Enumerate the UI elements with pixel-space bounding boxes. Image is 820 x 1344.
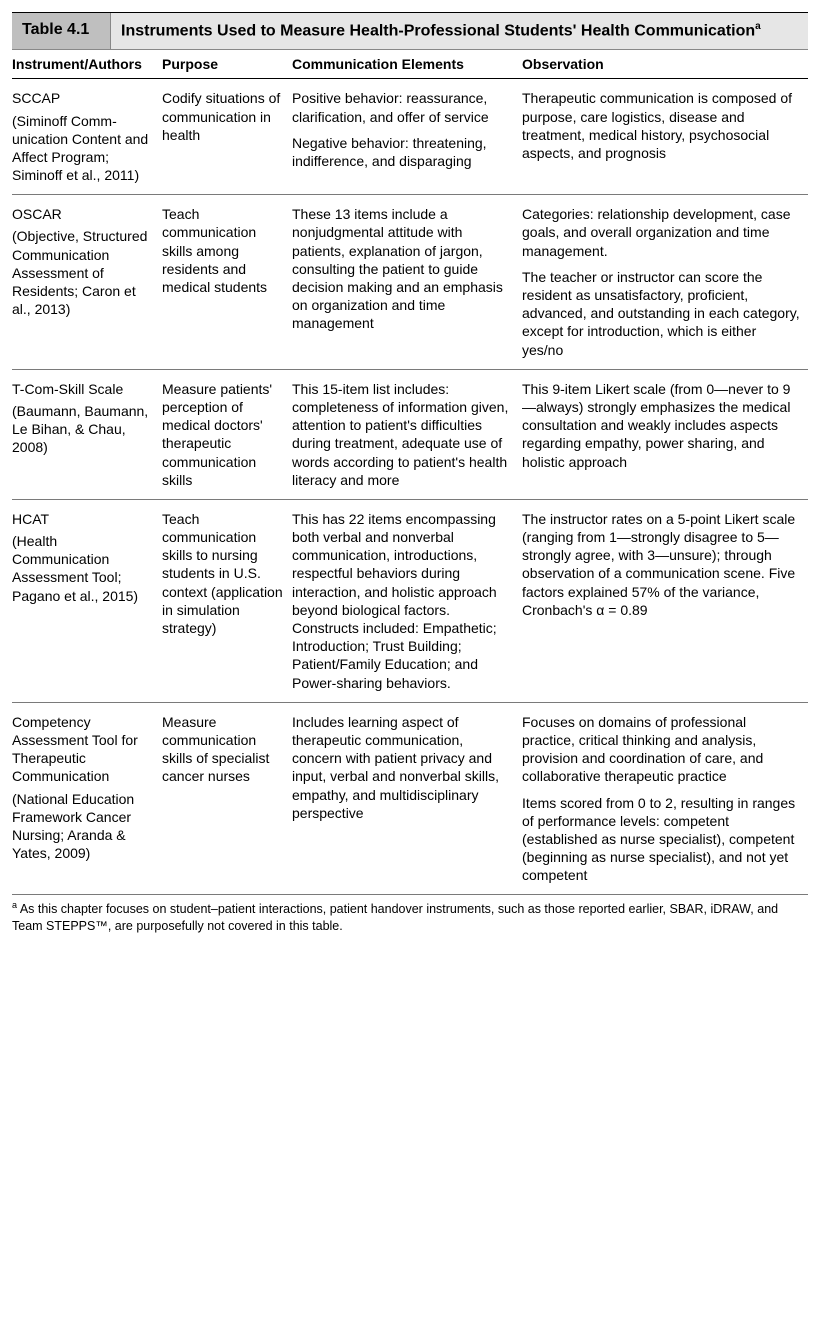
cell-observation: Categories: relationship development, ca…	[522, 195, 808, 370]
footnote-text: As this chapter focuses on student–patie…	[12, 903, 778, 934]
instruments-table: Instrument/Authors Purpose Communication…	[12, 50, 808, 895]
table-footnote: a As this chapter focuses on student–pat…	[12, 895, 808, 935]
instrument-citation: (Siminoff Comm­unication Content and Aff…	[12, 112, 154, 185]
instrument-citation: (Health Communication Assessment Tool; P…	[12, 532, 154, 605]
instrument-name: OSCAR	[12, 205, 154, 223]
cell-elements: Includes learning aspect of therapeutic …	[292, 702, 522, 895]
observation-paragraph: Focuses on domains of professional pract…	[522, 713, 800, 786]
instrument-citation: (National Education Framework Cancer Nur…	[12, 790, 154, 863]
instrument-name: HCAT	[12, 510, 154, 528]
cell-observation: Therapeutic communication is composed of…	[522, 79, 808, 195]
table-header-row: Instrument/Authors Purpose Communication…	[12, 50, 808, 79]
cell-purpose: Teach communication skills to nursing st…	[162, 499, 292, 702]
instrument-citation: (Baumann, Baumann, Le Bihan, & Chau, 200…	[12, 402, 154, 457]
footnote-marker: a	[12, 900, 17, 910]
cell-instrument: Competency Assessment Tool for Therapeut…	[12, 702, 162, 895]
elements-paragraph: These 13 items include a nonjudgmental a…	[292, 205, 514, 332]
cell-instrument: SCCAP (Siminoff Comm­unication Content an…	[12, 79, 162, 195]
table-4-1: Table 4.1 Instruments Used to Measure He…	[12, 12, 808, 935]
cell-elements: This 15-item list includes: completeness…	[292, 369, 522, 499]
table-row: OSCAR (Objective, Structured Communicatio…	[12, 195, 808, 370]
cell-instrument: T-Com-Skill Scale (Baumann, Baumann, Le B…	[12, 369, 162, 499]
table-body: SCCAP (Siminoff Comm­unication Content an…	[12, 79, 808, 895]
cell-observation: This 9-item Likert scale (from 0—never t…	[522, 369, 808, 499]
table-title-row: Table 4.1 Instruments Used to Measure He…	[12, 13, 808, 50]
cell-elements: Positive behavior: reassurance, clarific…	[292, 79, 522, 195]
cell-observation: Focuses on domains of professional pract…	[522, 702, 808, 895]
cell-elements: These 13 items include a nonjudgmental a…	[292, 195, 522, 370]
instrument-citation: (Objective, Structured Communication Ass…	[12, 227, 154, 318]
table-row: SCCAP (Siminoff Comm­unication Content an…	[12, 79, 808, 195]
observation-paragraph: The instructor rates on a 5-point Likert…	[522, 510, 800, 619]
cell-instrument: HCAT (Health Communication Assessment Too…	[12, 499, 162, 702]
elements-paragraph: Includes learning aspect of therapeutic …	[292, 713, 514, 822]
instrument-name: Competency Assessment Tool for Therapeut…	[12, 713, 154, 786]
observation-paragraph: Therapeutic communication is composed of…	[522, 89, 800, 162]
instrument-name: T-Com-Skill Scale	[12, 380, 154, 398]
table-row: HCAT (Health Communication Assessment Too…	[12, 499, 808, 702]
cell-observation: The instructor rates on a 5-point Likert…	[522, 499, 808, 702]
table-title: Instruments Used to Measure Health-Profe…	[111, 13, 808, 49]
col-header-elements: Communication Elements	[292, 50, 522, 79]
cell-elements: This has 22 items encompassing both verb…	[292, 499, 522, 702]
elements-paragraph: Negative behavior: threatening, indiffer…	[292, 134, 514, 170]
table-number: Table 4.1	[12, 13, 111, 49]
cell-purpose: Measure patients' perception of medical …	[162, 369, 292, 499]
col-header-purpose: Purpose	[162, 50, 292, 79]
col-header-instrument: Instrument/Authors	[12, 50, 162, 79]
table-title-superscript: a	[755, 21, 761, 32]
table-row: Competency Assessment Tool for Therapeut…	[12, 702, 808, 895]
observation-paragraph: The teacher or instructor can score the …	[522, 268, 800, 359]
observation-paragraph: Items scored from 0 to 2, resulting in r…	[522, 794, 800, 885]
cell-purpose: Codify situations of communication in he…	[162, 79, 292, 195]
cell-purpose: Measure communication skills of speciali…	[162, 702, 292, 895]
table-title-text: Instruments Used to Measure Health-Profe…	[121, 22, 755, 39]
cell-instrument: OSCAR (Objective, Structured Communicatio…	[12, 195, 162, 370]
instrument-name: SCCAP	[12, 89, 154, 107]
observation-paragraph: Categories: relationship development, ca…	[522, 205, 800, 260]
observation-paragraph: This 9-item Likert scale (from 0—never t…	[522, 380, 800, 471]
elements-paragraph: This 15-item list includes: completeness…	[292, 380, 514, 489]
col-header-observation: Observation	[522, 50, 808, 79]
cell-purpose: Teach communication skills among residen…	[162, 195, 292, 370]
table-row: T-Com-Skill Scale (Baumann, Baumann, Le B…	[12, 369, 808, 499]
elements-paragraph: This has 22 items encompassing both verb…	[292, 510, 514, 692]
elements-paragraph: Positive behavior: reassurance, clarific…	[292, 89, 514, 125]
